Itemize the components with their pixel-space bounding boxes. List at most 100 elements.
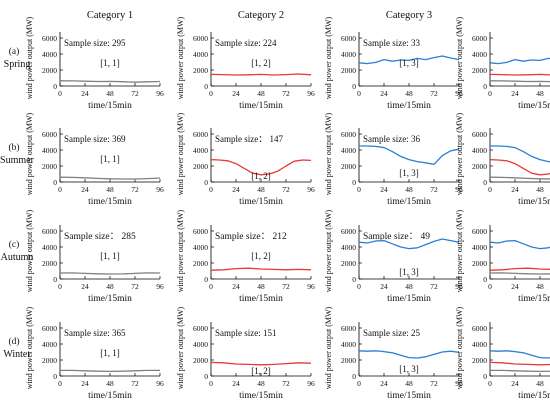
x-tick-label: 0	[209, 379, 213, 388]
y-axis-label: wind power output (MW)	[455, 16, 464, 99]
x-tick-label: 24	[232, 89, 240, 98]
x-tick-label: 72	[282, 185, 290, 194]
y-tick-label: 6000	[42, 324, 57, 333]
y-tick-label: 4000	[193, 243, 208, 252]
x-tick-label: 24	[81, 185, 89, 194]
x-tick-label: 48	[257, 282, 265, 291]
x-tick-label: 24	[380, 282, 388, 291]
x-tick-label: 72	[282, 282, 290, 291]
series-line-cat3	[489, 350, 550, 359]
x-axis-label: time/15min	[387, 294, 431, 304]
x-tick-label: 24	[232, 282, 240, 291]
x-axis-label: time/15min	[518, 391, 550, 401]
x-tick-label: 48	[405, 282, 413, 291]
sample-size-annotation: Sample size: 365	[64, 328, 126, 338]
x-tick-label: 72	[430, 282, 438, 291]
x-tick-label: 48	[257, 379, 265, 388]
y-axis-label: wind power output (MW)	[25, 112, 34, 195]
x-tick-label: 72	[282, 89, 290, 98]
y-axis-label: wind power output (MW)	[324, 209, 333, 292]
y-axis-label: wind power output (MW)	[455, 209, 464, 292]
series-line-cat3	[359, 145, 460, 166]
x-axis-label: time/15min	[518, 197, 550, 207]
x-tick-label: 0	[357, 282, 361, 291]
x-tick-label: 48	[536, 282, 544, 291]
x-tick-label: 72	[131, 379, 139, 388]
y-tick-label: 2000	[193, 66, 208, 75]
row-season-label: Autumn	[1, 252, 34, 263]
y-axis-label: wind power output (MW)	[25, 209, 34, 292]
sample-size-annotation: Sample size: 33	[363, 38, 420, 48]
x-tick-label: 72	[430, 185, 438, 194]
series-line-cat3	[489, 57, 550, 65]
series-line-cat3	[358, 350, 460, 359]
sample-size-annotation: Sample size: 151	[215, 328, 277, 338]
y-tick-label: 4000	[42, 146, 57, 155]
sample-size-annotation: Sample size： 285	[64, 232, 136, 242]
y-tick-label: 6000	[472, 130, 487, 139]
y-tick-label: 0	[483, 178, 487, 187]
panel-tag-label: [1, 2]	[251, 366, 271, 376]
y-tick-label: 2000	[472, 162, 487, 171]
x-tick-label: 24	[380, 379, 388, 388]
y-axis-label: wind power output (MW)	[324, 112, 333, 195]
x-tick-label: 24	[511, 185, 519, 194]
x-axis-label: time/15min	[387, 101, 431, 111]
x-tick-label: 24	[380, 185, 388, 194]
x-tick-label: 0	[488, 185, 492, 194]
y-tick-label: 6000	[42, 227, 57, 236]
x-tick-label: 0	[488, 282, 492, 291]
sample-size-annotation: Sample size： 49	[363, 232, 430, 242]
x-axis-label: time/15min	[518, 294, 550, 304]
panel-tag-label: [1, 3]	[399, 58, 419, 68]
y-tick-label: 4000	[472, 50, 487, 59]
sample-size-annotation: Sample size: 369	[64, 134, 126, 144]
y-axis-label: wind power output (MW)	[176, 112, 185, 195]
x-tick-label: 96	[156, 185, 164, 194]
y-tick-label: 4000	[472, 243, 487, 252]
y-tick-label: 0	[53, 82, 57, 91]
y-tick-label: 2000	[42, 259, 57, 268]
x-tick-label: 0	[58, 89, 62, 98]
y-tick-label: 6000	[193, 130, 208, 139]
x-tick-label: 24	[511, 89, 519, 98]
y-tick-label: 6000	[341, 34, 356, 43]
y-tick-label: 4000	[193, 50, 208, 59]
x-tick-label: 24	[232, 379, 240, 388]
y-tick-label: 2000	[472, 66, 487, 75]
panel-tag-label: [1, 1]	[100, 348, 120, 358]
x-tick-label: 48	[106, 282, 114, 291]
x-tick-label: 0	[209, 89, 213, 98]
y-tick-label: 4000	[341, 243, 356, 252]
y-tick-label: 6000	[193, 324, 208, 333]
series-line-cat1	[59, 176, 161, 180]
y-tick-label: 2000	[42, 162, 57, 171]
panel-tag-label: [1, 1]	[100, 251, 120, 261]
x-tick-label: 96	[455, 379, 463, 388]
x-tick-label: 96	[156, 282, 164, 291]
y-tick-label: 6000	[42, 130, 57, 139]
y-tick-label: 4000	[472, 340, 487, 349]
y-tick-label: 4000	[42, 340, 57, 349]
panel-tag-label: [1, 2]	[251, 251, 271, 261]
column-title: Category 2	[238, 10, 284, 21]
x-tick-label: 96	[307, 185, 315, 194]
x-tick-label: 72	[131, 185, 139, 194]
sample-size-annotation: Sample size: 224	[215, 38, 277, 48]
series-line-cat2	[489, 158, 550, 176]
y-axis-label: wind power output (MW)	[455, 112, 464, 195]
series-line-cat1	[60, 369, 160, 373]
x-tick-label: 96	[307, 379, 315, 388]
x-tick-label: 0	[58, 185, 62, 194]
panel-tag-label: [1, 1]	[100, 58, 120, 68]
